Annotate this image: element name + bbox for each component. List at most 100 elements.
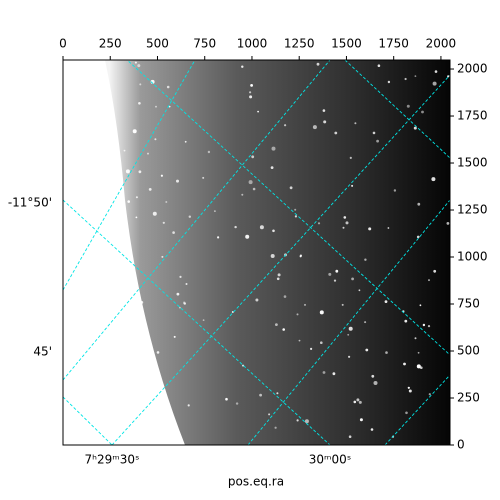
star (364, 321, 367, 324)
star (304, 419, 309, 424)
star (365, 348, 369, 352)
y-tick-label: 750 (457, 297, 480, 311)
dec-tick-label: -11°50' (8, 196, 52, 210)
star (156, 351, 160, 354)
x-tick-label: 1000 (237, 37, 268, 51)
star (422, 323, 426, 327)
star (144, 411, 148, 415)
star (323, 120, 327, 124)
y-tick-label: 2000 (457, 62, 488, 76)
y-tick-label: 1000 (457, 250, 488, 264)
wcs-grid-line (344, 60, 450, 159)
star (408, 389, 412, 393)
star (289, 186, 293, 190)
star (416, 235, 420, 239)
star (135, 196, 138, 199)
star (255, 298, 259, 302)
star (259, 393, 262, 397)
star (417, 351, 420, 354)
star (310, 347, 313, 350)
star (427, 325, 431, 328)
wcs-grid-line (63, 396, 113, 445)
star (317, 222, 321, 225)
star (349, 156, 352, 159)
star (225, 397, 228, 401)
star (345, 221, 349, 225)
star (127, 242, 130, 245)
star (241, 193, 244, 196)
star (364, 258, 367, 261)
star (183, 301, 186, 304)
star (176, 292, 180, 296)
star (202, 176, 205, 179)
star (134, 61, 137, 64)
star (328, 272, 332, 276)
star (373, 381, 378, 385)
star (179, 275, 182, 278)
dec-tick-label: 45' (33, 345, 52, 359)
star (333, 279, 337, 282)
star (387, 80, 391, 84)
image (63, 60, 450, 445)
star (187, 404, 190, 407)
star (283, 295, 287, 298)
star (138, 170, 142, 174)
star (249, 91, 252, 94)
star (120, 271, 123, 274)
star (202, 319, 205, 321)
star (385, 351, 388, 354)
star (270, 254, 275, 258)
star (299, 254, 302, 257)
star (296, 419, 299, 422)
star (135, 216, 138, 219)
star (268, 413, 271, 416)
star (414, 337, 417, 340)
x-tick-label: 2000 (426, 37, 457, 51)
star (387, 227, 390, 229)
star (117, 175, 120, 178)
star (132, 129, 137, 134)
star (421, 110, 424, 114)
star (320, 341, 323, 345)
star (184, 140, 187, 143)
star (419, 304, 422, 307)
star (245, 234, 250, 239)
star (316, 62, 320, 66)
x-tick-label: 1250 (284, 37, 315, 51)
star (348, 355, 351, 358)
star (371, 374, 375, 378)
star (207, 150, 211, 154)
star (319, 310, 324, 315)
star (358, 400, 362, 404)
star (298, 339, 301, 342)
star (294, 208, 297, 211)
star (348, 435, 352, 439)
star (312, 125, 317, 130)
star (353, 400, 357, 404)
star (368, 227, 372, 231)
ra-tick-label: 7ʰ29ᵐ30ˢ (85, 453, 140, 467)
star (217, 236, 220, 239)
star (272, 229, 275, 233)
star (252, 187, 256, 191)
star (137, 64, 141, 68)
star (127, 200, 130, 203)
ra-tick-label: 30ᵐ00ˢ (309, 453, 352, 467)
star (241, 65, 244, 68)
wcs-grid-line (111, 74, 450, 445)
star (172, 231, 175, 234)
star (235, 402, 239, 405)
star (372, 131, 376, 135)
star (185, 283, 188, 285)
star (393, 189, 397, 192)
star (282, 328, 286, 331)
star (428, 393, 431, 396)
star (348, 326, 353, 331)
wcs-grid-line (63, 60, 331, 381)
star (432, 81, 437, 86)
star (384, 300, 388, 303)
star (407, 386, 410, 389)
wcs-grid-line (63, 199, 331, 445)
x-tick-label: 1500 (331, 37, 362, 51)
